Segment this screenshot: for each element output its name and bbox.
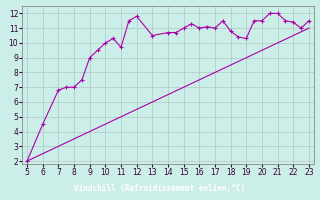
Text: Windchill (Refroidissement éolien,°C): Windchill (Refroidissement éolien,°C) (75, 184, 245, 193)
